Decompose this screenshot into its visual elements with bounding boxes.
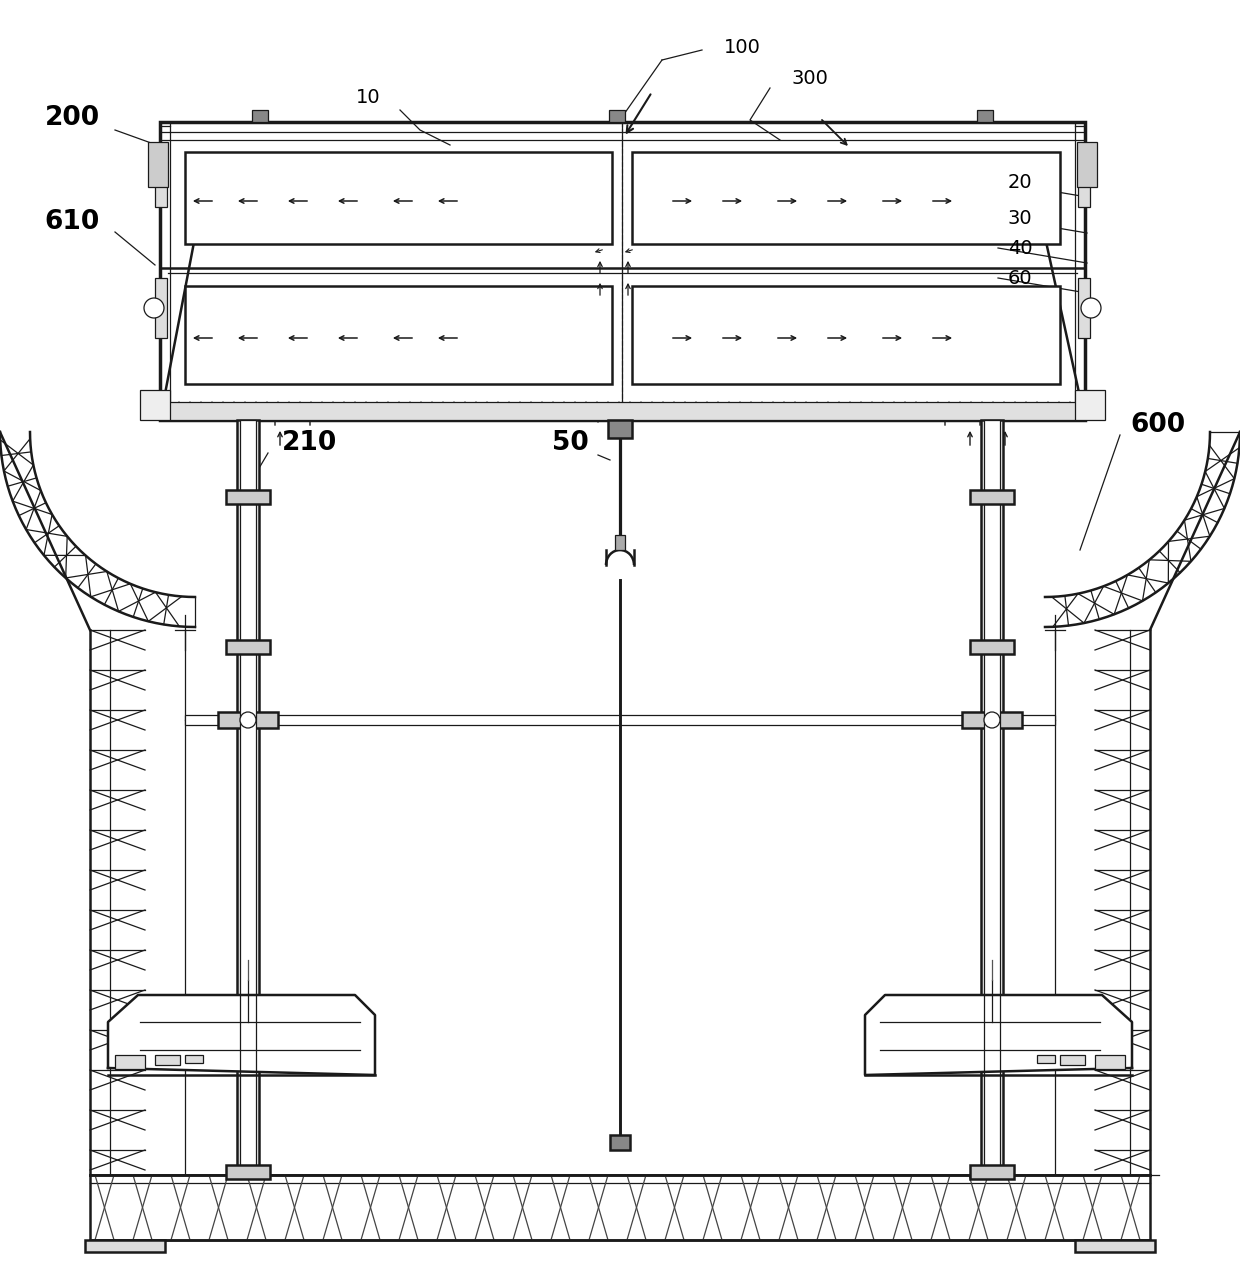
Bar	[1078, 278, 1090, 338]
Bar	[632, 152, 1060, 244]
Bar	[1095, 1055, 1125, 1069]
Polygon shape	[108, 995, 374, 1075]
Bar	[226, 490, 270, 504]
Bar	[1060, 1055, 1085, 1065]
Bar	[970, 640, 1014, 654]
Polygon shape	[866, 995, 1132, 1075]
Text: 50: 50	[552, 430, 588, 456]
Bar	[610, 1135, 630, 1149]
Bar	[115, 1055, 145, 1069]
Bar	[608, 420, 632, 438]
Bar	[185, 285, 613, 384]
Bar	[155, 147, 167, 207]
Bar	[226, 640, 270, 654]
Bar	[140, 390, 170, 420]
Bar	[91, 1175, 1149, 1240]
Circle shape	[241, 712, 255, 728]
Circle shape	[985, 712, 999, 728]
Bar	[241, 420, 255, 1175]
Text: 60: 60	[1008, 269, 1033, 288]
Bar	[1075, 1240, 1154, 1252]
Text: 600: 600	[1131, 412, 1185, 438]
Bar	[185, 1055, 203, 1062]
Bar	[155, 278, 167, 338]
Bar	[237, 420, 259, 1175]
Bar	[1037, 1055, 1055, 1062]
Text: 20: 20	[1008, 173, 1033, 192]
Bar	[970, 490, 1014, 504]
Text: 100: 100	[724, 37, 760, 56]
Bar	[185, 152, 613, 244]
Bar	[160, 402, 1085, 420]
Text: 40: 40	[1008, 238, 1033, 257]
Text: 10: 10	[356, 87, 381, 106]
Bar	[226, 1165, 270, 1179]
Bar	[970, 1165, 1014, 1179]
Circle shape	[1081, 298, 1101, 317]
Bar	[148, 142, 167, 187]
Bar	[632, 285, 1060, 384]
Bar	[1078, 142, 1097, 187]
Bar	[160, 122, 1085, 420]
Bar	[962, 712, 1022, 728]
Text: 300: 300	[791, 69, 828, 87]
Bar	[218, 712, 278, 728]
Text: 210: 210	[283, 430, 337, 456]
Bar	[609, 110, 625, 122]
Bar	[615, 535, 625, 550]
Bar	[1078, 147, 1090, 207]
Bar	[977, 110, 993, 122]
Text: 610: 610	[45, 209, 99, 236]
Bar	[185, 716, 1055, 724]
Circle shape	[144, 298, 164, 317]
Bar	[1075, 390, 1105, 420]
Text: 30: 30	[1008, 209, 1033, 228]
Bar	[155, 1055, 180, 1065]
Bar	[86, 1240, 165, 1252]
Bar	[985, 420, 999, 1175]
Bar	[252, 110, 268, 122]
Text: 200: 200	[45, 105, 99, 131]
Bar	[981, 420, 1003, 1175]
